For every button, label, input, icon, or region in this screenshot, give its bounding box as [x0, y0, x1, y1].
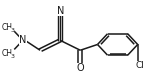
Text: O: O — [76, 63, 84, 73]
Text: 3: 3 — [10, 28, 14, 33]
Text: CH: CH — [2, 23, 13, 32]
Text: N: N — [19, 35, 27, 45]
Text: N: N — [56, 6, 64, 16]
Text: CH: CH — [2, 49, 13, 58]
Text: Cl: Cl — [135, 61, 144, 70]
Text: 3: 3 — [10, 54, 14, 59]
